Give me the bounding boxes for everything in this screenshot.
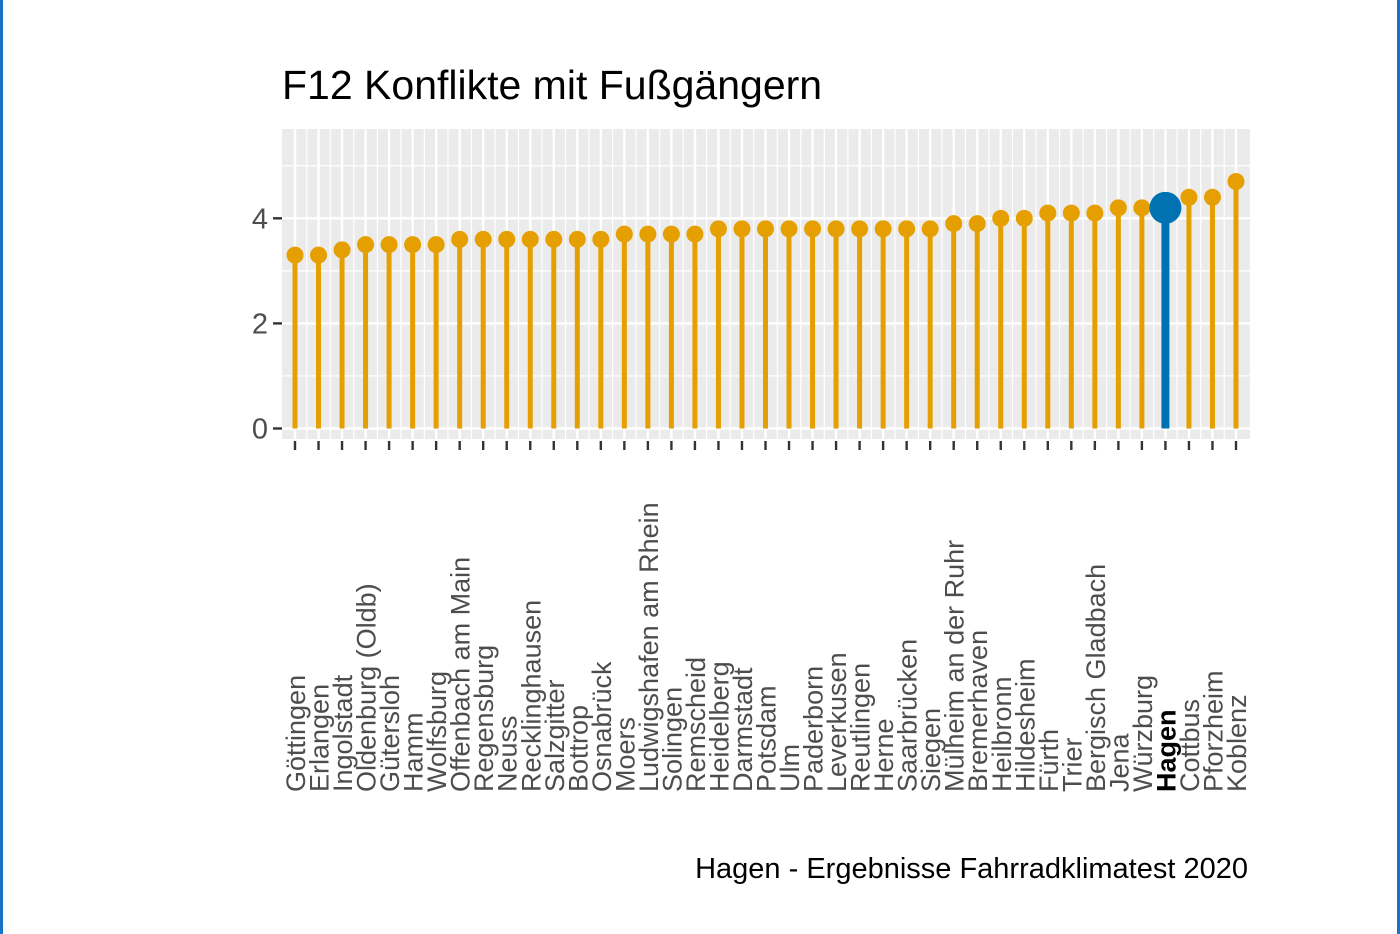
x-tick-label: Siegen bbox=[916, 708, 946, 792]
point bbox=[1203, 188, 1221, 206]
x-tick-label: Neuss bbox=[493, 715, 523, 792]
point bbox=[521, 230, 539, 248]
point bbox=[286, 246, 304, 264]
point bbox=[898, 220, 916, 238]
x-tick-label: Leverkusen bbox=[822, 652, 852, 792]
x-tick-label: Ulm bbox=[775, 744, 805, 792]
point bbox=[780, 220, 798, 238]
x-tick-label: Regensburg bbox=[469, 645, 499, 792]
x-tick-label: Cottbus bbox=[1175, 699, 1205, 792]
x-tick-label: Moers bbox=[610, 717, 640, 792]
point bbox=[851, 220, 869, 238]
x-tick-label: Bergisch Gladbach bbox=[1081, 564, 1111, 792]
x-tick-label: Offenbach am Main bbox=[446, 557, 476, 792]
point bbox=[1086, 204, 1104, 222]
point bbox=[427, 236, 445, 254]
x-tick-label: Osnabrück bbox=[587, 661, 617, 792]
x-tick-label: Pforzheim bbox=[1198, 670, 1228, 792]
x-tick-label: Reutlingen bbox=[846, 663, 876, 792]
x-tick-label: Bremerhaven bbox=[963, 630, 993, 792]
point bbox=[545, 230, 563, 248]
x-tick-label: Erlangen bbox=[305, 684, 335, 792]
point bbox=[404, 236, 422, 254]
point bbox=[968, 215, 986, 233]
x-tick-label: Hildesheim bbox=[1010, 658, 1040, 792]
x-tick-label: Saarbrücken bbox=[893, 639, 923, 792]
point bbox=[921, 220, 939, 238]
x-tick-label: Mülheim an der Ruhr bbox=[940, 540, 970, 792]
point bbox=[1062, 204, 1080, 222]
point-highlight bbox=[1149, 191, 1182, 224]
x-tick-label: Koblenz bbox=[1222, 694, 1252, 792]
y-tick-label: 0 bbox=[252, 413, 268, 445]
point bbox=[568, 230, 586, 248]
x-tick-label: Hamm bbox=[399, 713, 429, 793]
x-tick-label: Würzburg bbox=[1128, 675, 1158, 792]
point bbox=[639, 225, 657, 243]
x-tick-label: Darmstadt bbox=[728, 667, 758, 792]
x-tick-label: Wolfsburg bbox=[422, 671, 452, 792]
point bbox=[1039, 204, 1057, 222]
x-tick-label: Ludwigshafen am Rhein bbox=[634, 502, 664, 792]
x-tick-label: Paderborn bbox=[799, 666, 829, 792]
x-tick-label: Bottrop bbox=[563, 705, 593, 792]
point bbox=[474, 230, 492, 248]
x-tick-label: Oldenburg (Oldb) bbox=[352, 583, 382, 792]
point bbox=[310, 246, 328, 264]
x-tick-label: Jena bbox=[1104, 732, 1134, 792]
x-tick-label: Solingen bbox=[657, 687, 687, 792]
x-tick-label: Heilbronn bbox=[987, 676, 1017, 792]
x-tick-label: Heidelberg bbox=[704, 661, 734, 792]
x-tick-label: Fürth bbox=[1034, 729, 1064, 792]
point bbox=[1015, 209, 1033, 227]
point bbox=[357, 236, 375, 254]
x-tick-label: Remscheid bbox=[681, 657, 711, 792]
x-tick-label: Ingolstadt bbox=[328, 674, 358, 792]
point bbox=[757, 220, 774, 238]
point bbox=[1109, 199, 1127, 217]
x-tick-label: Göttingen bbox=[281, 675, 311, 792]
point bbox=[615, 225, 633, 243]
point bbox=[709, 220, 727, 238]
point bbox=[451, 230, 469, 248]
point bbox=[333, 241, 351, 259]
chart-title: F12 Konflikte mit Fußgängern bbox=[282, 62, 823, 108]
x-tick-label: Herne bbox=[869, 718, 899, 792]
point bbox=[1180, 188, 1198, 206]
point bbox=[827, 220, 845, 238]
point bbox=[874, 220, 892, 238]
point bbox=[1133, 199, 1151, 217]
point bbox=[1227, 173, 1245, 191]
x-tick-label: Gütersloh bbox=[375, 675, 405, 792]
x-tick-label-highlight: Hagen bbox=[1151, 709, 1181, 792]
x-tick-label: Potsdam bbox=[752, 685, 782, 792]
point bbox=[686, 225, 704, 243]
point bbox=[733, 220, 751, 238]
point bbox=[945, 215, 963, 233]
x-tick-label: Salzgitter bbox=[540, 679, 570, 792]
point bbox=[662, 225, 680, 243]
y-tick-label: 4 bbox=[252, 203, 268, 235]
y-tick-label: 2 bbox=[252, 308, 268, 340]
x-tick-label: Recklinghausen bbox=[516, 600, 546, 792]
point bbox=[380, 236, 398, 254]
point bbox=[804, 220, 822, 238]
point bbox=[992, 209, 1010, 227]
x-tick-label: Trier bbox=[1057, 738, 1087, 793]
point bbox=[498, 230, 516, 248]
chart-caption: Hagen - Ergebnisse Fahrradklimatest 2020 bbox=[695, 853, 1248, 885]
point bbox=[592, 230, 610, 248]
